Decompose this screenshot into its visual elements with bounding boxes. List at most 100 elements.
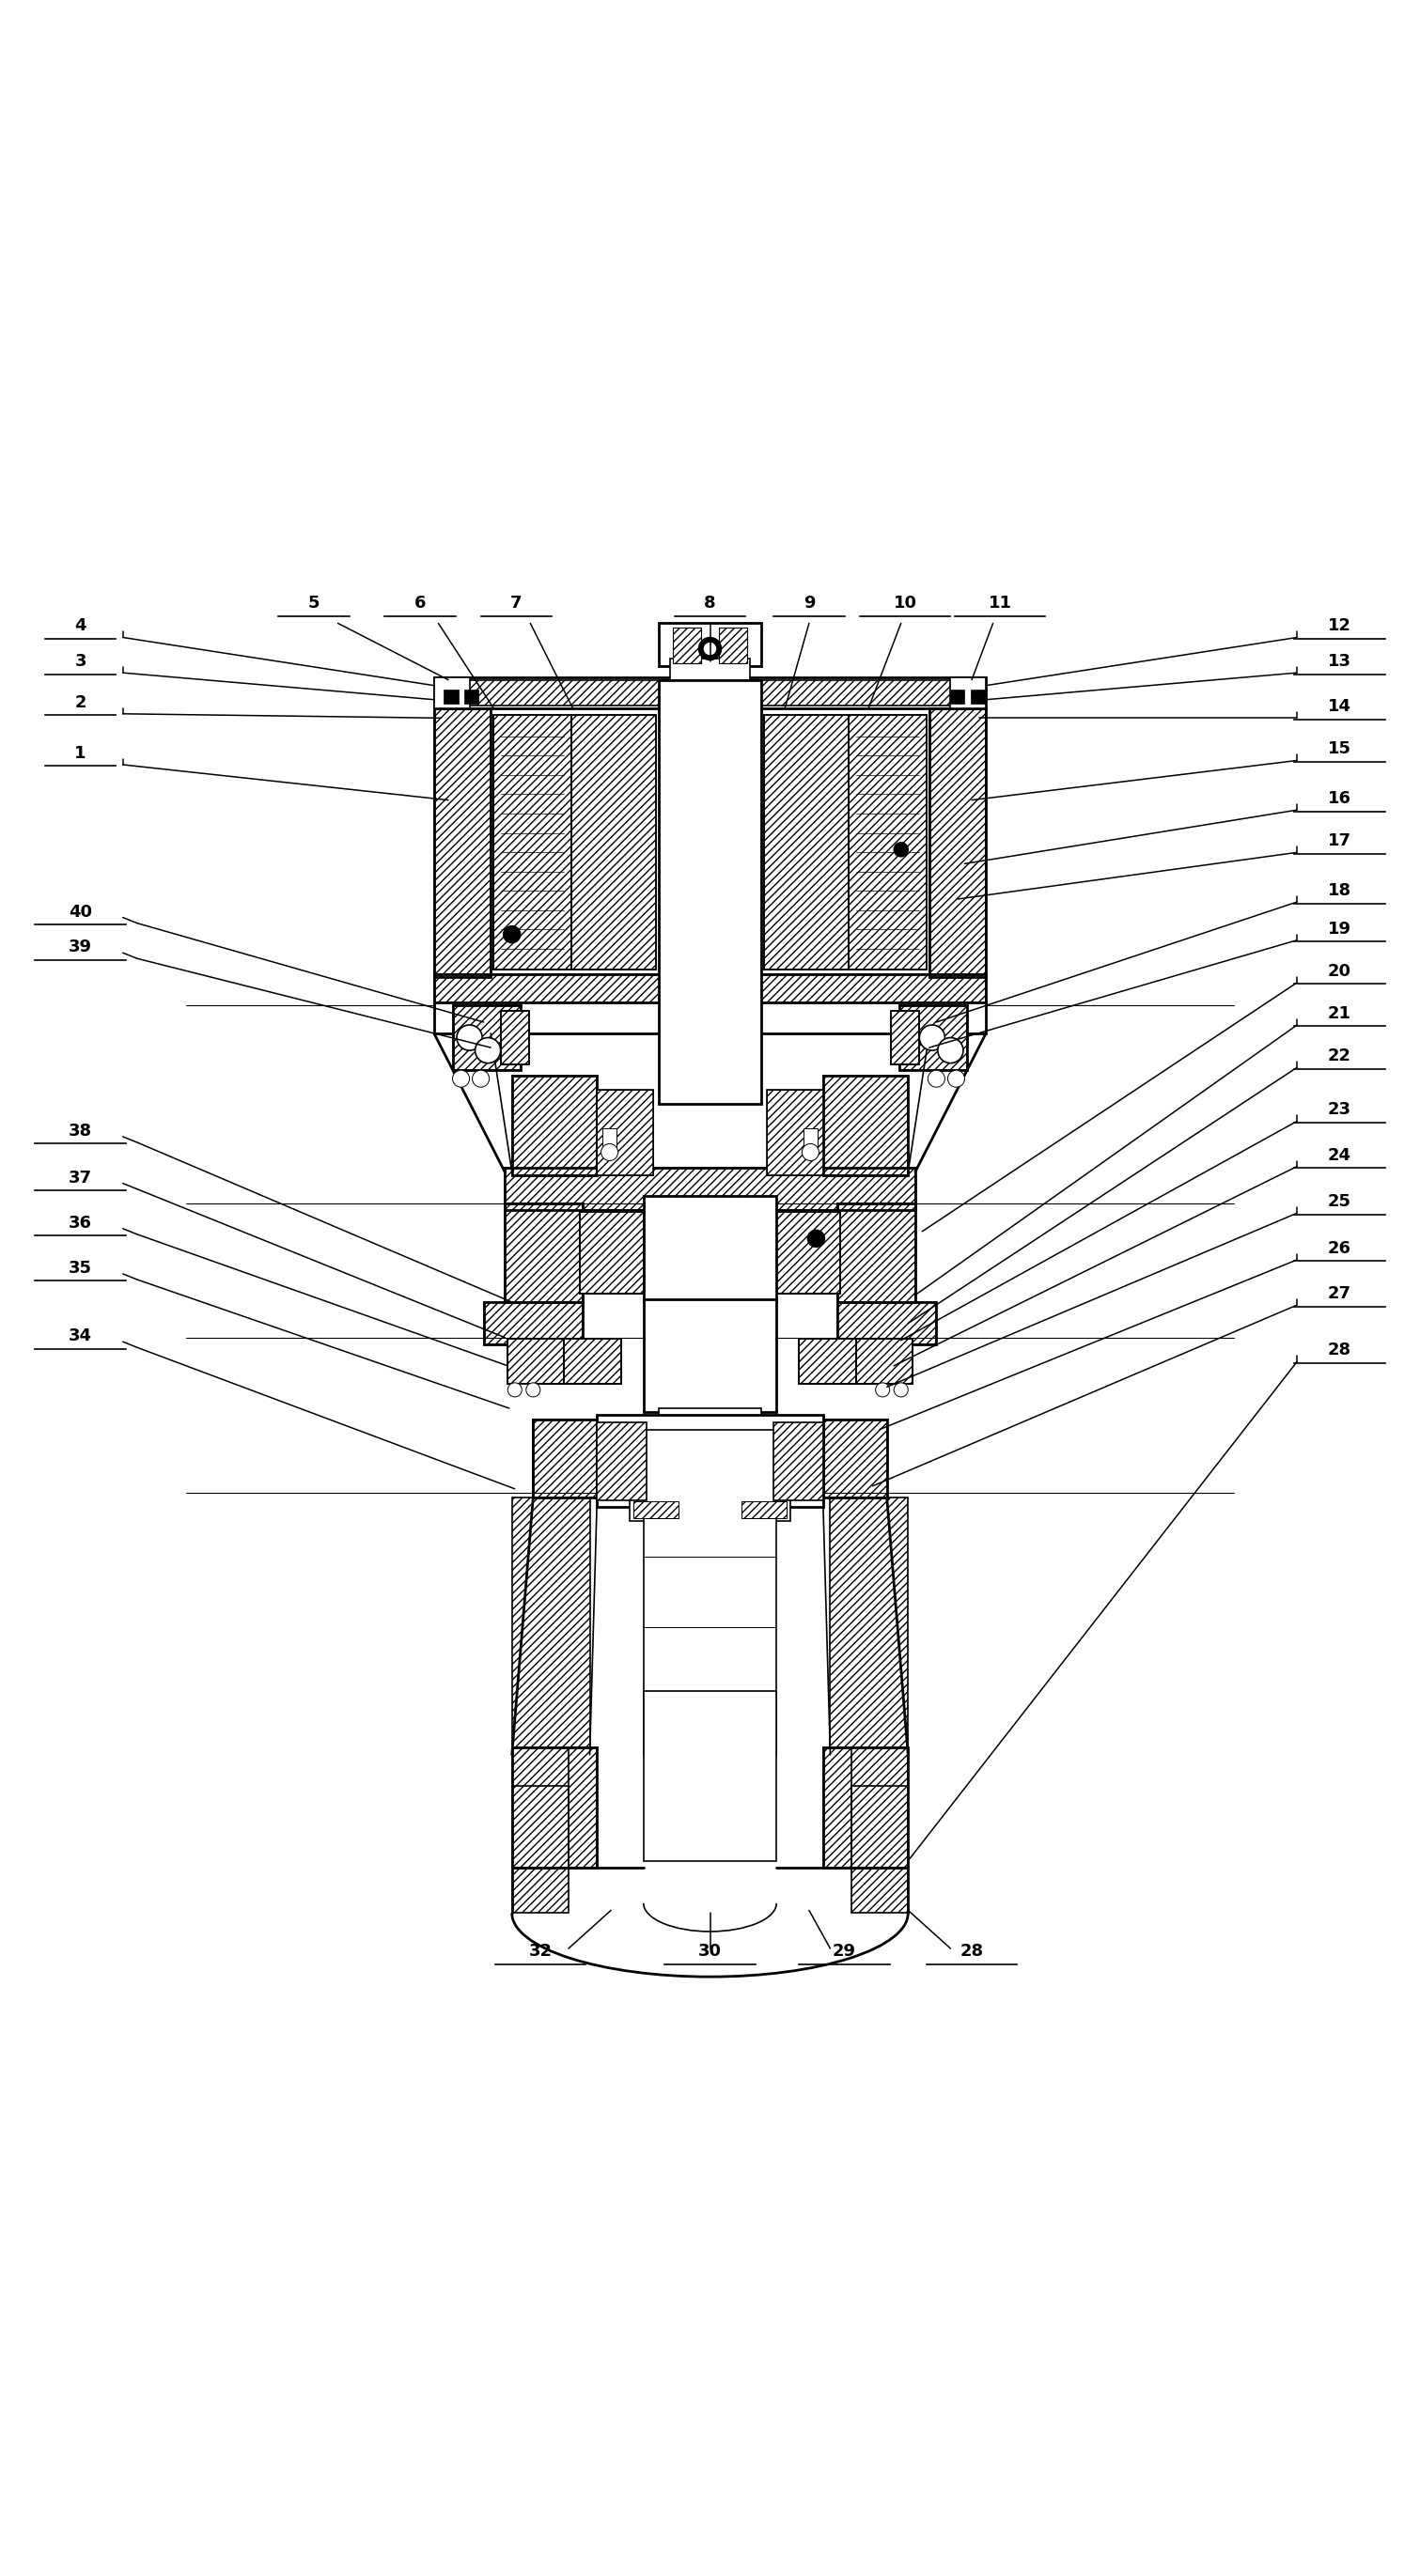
Bar <box>799 1340 856 1383</box>
Bar <box>824 1419 888 1497</box>
Bar <box>435 677 985 708</box>
Bar <box>892 1010 919 1064</box>
Circle shape <box>476 1038 501 1064</box>
Bar <box>571 716 656 969</box>
Text: 6: 6 <box>415 595 426 613</box>
Bar <box>602 1128 616 1149</box>
Bar <box>596 1422 646 1499</box>
Bar <box>579 1211 643 1293</box>
Bar <box>950 677 985 708</box>
Bar <box>596 1090 653 1175</box>
Text: 21: 21 <box>1328 1005 1352 1023</box>
Text: 13: 13 <box>1328 654 1352 670</box>
Bar <box>643 1298 777 1412</box>
Bar <box>659 1409 761 1430</box>
Text: 25: 25 <box>1328 1193 1352 1211</box>
Text: 22: 22 <box>1328 1048 1352 1064</box>
Bar <box>764 716 849 969</box>
Text: 11: 11 <box>988 595 1012 613</box>
Bar <box>849 716 926 969</box>
Bar <box>929 708 985 976</box>
Bar <box>508 1340 564 1383</box>
Bar <box>970 690 984 703</box>
Bar <box>929 708 985 976</box>
Bar <box>513 1497 589 1754</box>
Bar <box>513 1077 596 1175</box>
Bar <box>950 690 964 703</box>
Circle shape <box>473 1069 490 1087</box>
Bar <box>494 716 571 969</box>
Bar <box>579 1211 643 1293</box>
Bar <box>777 1211 841 1293</box>
Bar <box>673 629 701 662</box>
Bar <box>824 1077 907 1175</box>
Bar <box>464 690 479 703</box>
Bar <box>824 1419 888 1497</box>
Text: 38: 38 <box>68 1123 92 1139</box>
Text: 18: 18 <box>1328 881 1352 899</box>
Bar <box>831 1497 907 1754</box>
Text: 30: 30 <box>699 1942 721 1960</box>
Text: 4: 4 <box>74 618 87 634</box>
Bar <box>435 974 985 1005</box>
Bar <box>659 680 761 1105</box>
Bar <box>838 1301 936 1345</box>
Circle shape <box>808 1229 825 1247</box>
Text: 35: 35 <box>68 1260 92 1278</box>
Bar <box>453 1005 520 1069</box>
Bar <box>513 1747 596 1868</box>
Bar <box>767 1090 824 1175</box>
Bar <box>444 690 459 703</box>
Bar <box>513 1747 596 1868</box>
Bar <box>799 1340 856 1383</box>
Bar <box>453 1005 520 1069</box>
Circle shape <box>895 842 907 858</box>
Text: 39: 39 <box>68 938 92 956</box>
Circle shape <box>895 1383 907 1396</box>
Bar <box>506 1167 914 1211</box>
Bar <box>435 1002 985 1033</box>
Bar <box>629 1497 791 1522</box>
Bar <box>900 1005 967 1069</box>
Circle shape <box>453 1069 470 1087</box>
Bar <box>824 1077 907 1175</box>
Bar <box>767 1090 824 1175</box>
Bar <box>838 1203 914 1301</box>
Text: 32: 32 <box>528 1942 552 1960</box>
Bar <box>435 677 470 708</box>
Text: 9: 9 <box>804 595 815 613</box>
Bar <box>506 1203 582 1301</box>
Bar <box>892 1010 919 1064</box>
Circle shape <box>601 1144 618 1162</box>
Text: 3: 3 <box>74 654 87 670</box>
Text: 8: 8 <box>704 595 716 613</box>
Bar <box>643 1195 777 1301</box>
Bar <box>501 1010 528 1064</box>
Bar <box>856 1340 912 1383</box>
Bar <box>719 629 747 662</box>
Bar <box>824 1747 907 1868</box>
Bar <box>435 708 491 976</box>
Bar <box>774 1422 824 1499</box>
Circle shape <box>937 1038 963 1064</box>
Text: 37: 37 <box>68 1170 92 1185</box>
Text: 26: 26 <box>1328 1239 1352 1257</box>
Text: 29: 29 <box>832 1942 856 1960</box>
Circle shape <box>947 1069 964 1087</box>
Bar <box>571 716 656 969</box>
Text: 23: 23 <box>1328 1103 1352 1118</box>
Text: 7: 7 <box>510 595 523 613</box>
Text: 5: 5 <box>308 595 320 613</box>
Text: 36: 36 <box>68 1213 92 1231</box>
Bar <box>596 1090 653 1175</box>
Text: 20: 20 <box>1328 963 1352 979</box>
Bar <box>435 708 491 976</box>
Circle shape <box>802 1144 819 1162</box>
Bar <box>852 1785 907 1914</box>
Bar <box>741 1502 787 1517</box>
Text: 17: 17 <box>1328 832 1352 850</box>
Text: 14: 14 <box>1328 698 1352 716</box>
Bar <box>777 1211 841 1293</box>
Text: 16: 16 <box>1328 791 1352 806</box>
Bar <box>824 1747 907 1868</box>
